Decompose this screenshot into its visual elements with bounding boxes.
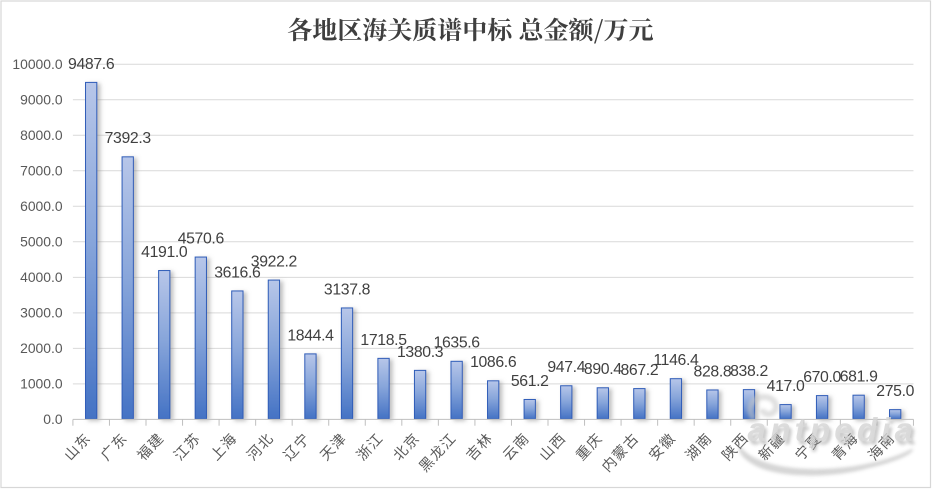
- svg-text:4570.6: 4570.6: [178, 230, 225, 247]
- svg-text:7392.3: 7392.3: [105, 130, 152, 147]
- svg-text:1844.4: 1844.4: [287, 327, 334, 344]
- svg-text:0.0: 0.0: [43, 411, 63, 427]
- svg-text:9487.6: 9487.6: [68, 56, 115, 73]
- svg-text:1146.4: 1146.4: [653, 352, 699, 369]
- svg-text:417.0: 417.0: [767, 378, 805, 395]
- svg-text:3000.0: 3000.0: [20, 305, 63, 321]
- svg-text:9000.0: 9000.0: [20, 91, 63, 107]
- svg-text:1000.0: 1000.0: [20, 376, 63, 392]
- svg-text:1380.3: 1380.3: [397, 344, 444, 361]
- svg-text:3137.8: 3137.8: [324, 281, 371, 298]
- svg-text:561.2: 561.2: [511, 373, 549, 390]
- svg-text:867.2: 867.2: [620, 362, 658, 379]
- svg-text:890.4: 890.4: [584, 361, 622, 378]
- svg-text:670.0: 670.0: [803, 369, 841, 386]
- svg-text:5000.0: 5000.0: [20, 234, 63, 250]
- svg-text:2000.0: 2000.0: [20, 340, 63, 356]
- svg-text:828.8: 828.8: [694, 363, 732, 380]
- svg-text:7000.0: 7000.0: [20, 162, 63, 178]
- svg-text:10000.0: 10000.0: [12, 56, 62, 72]
- svg-text:antpedia: antpedia: [748, 412, 918, 449]
- svg-text:681.9: 681.9: [840, 369, 878, 386]
- svg-text:4191.0: 4191.0: [141, 244, 188, 261]
- svg-text:1635.6: 1635.6: [434, 335, 481, 352]
- svg-text:275.0: 275.0: [876, 383, 914, 400]
- svg-text:4000.0: 4000.0: [20, 269, 63, 285]
- svg-text:1718.5: 1718.5: [360, 332, 407, 349]
- svg-text:6000.0: 6000.0: [20, 198, 63, 214]
- svg-text:antpedia: antpedia: [750, 416, 920, 453]
- svg-text:3922.2: 3922.2: [251, 253, 297, 270]
- svg-text:838.2: 838.2: [730, 363, 768, 380]
- svg-text:3616.6: 3616.6: [214, 264, 261, 281]
- svg-text:1086.6: 1086.6: [470, 354, 517, 371]
- svg-text:8000.0: 8000.0: [20, 127, 63, 143]
- svg-text:947.4: 947.4: [547, 359, 585, 376]
